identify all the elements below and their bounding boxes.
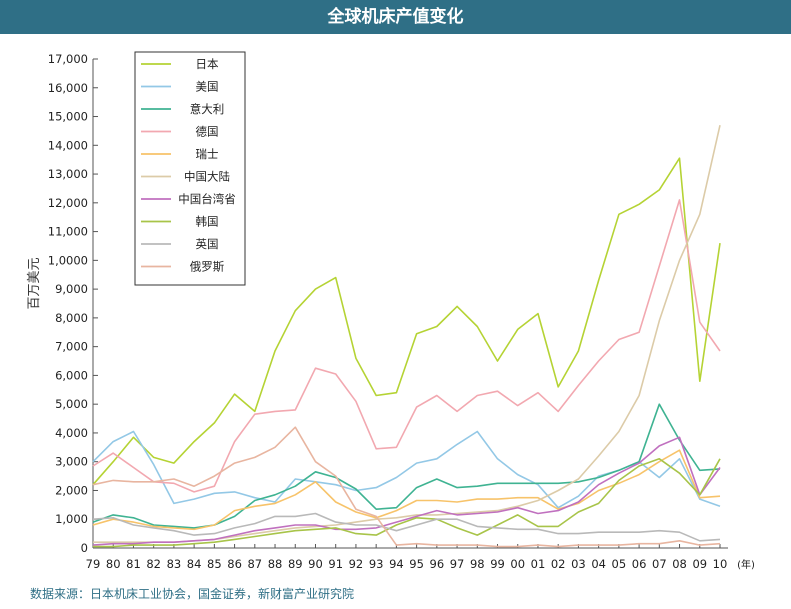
y-tick-label: 2,000: [55, 483, 88, 497]
series-line-8: [92, 512, 721, 542]
x-tick-label: 82: [146, 557, 161, 571]
y-axis-label: 百万美元: [27, 257, 42, 309]
x-tick-label: 05: [612, 557, 627, 571]
y-tick-label: 1,0000: [48, 253, 88, 267]
series-line-0: [92, 157, 721, 486]
y-tick-label: 3,000: [55, 455, 88, 469]
y-tick-label: 5,000: [55, 397, 88, 411]
x-tick-label: 81: [126, 557, 141, 571]
y-tick-label: 6,000: [55, 368, 88, 382]
x-tick-label: 83: [167, 557, 182, 571]
x-axis-label: (年): [737, 558, 755, 571]
x-tick-label: 85: [207, 557, 222, 571]
series-line-3: [92, 199, 721, 493]
x-tick-label: 89: [288, 557, 303, 571]
y-tick-label: 9,000: [55, 282, 88, 296]
legend-label: 韩国: [196, 215, 219, 229]
line-chart: 0 1,000 2,000 3,000 4,000 5,000 6,000 7,000 8,00…: [27, 51, 755, 571]
y-tick-label: 15,000: [48, 110, 88, 124]
y-tick-label: 8,000: [55, 311, 88, 325]
x-tick-label: 99: [490, 557, 505, 571]
chart-axes: 0 1,000 2,000 3,000 4,000 5,000 6,000 7,000 8,00…: [48, 52, 755, 571]
x-tick-label: 88: [268, 557, 283, 571]
series-line-2: [92, 403, 721, 529]
chart-title: 全球机床产值变化: [0, 0, 791, 34]
legend-label: 瑞士: [196, 147, 219, 161]
y-tick-label: 7,000: [55, 340, 88, 354]
x-tick-label: 92: [349, 557, 364, 571]
x-tick-label: 09: [692, 557, 707, 571]
y-tick-label: 14,000: [48, 138, 88, 152]
series-line-7: [93, 457, 721, 548]
series-line-6: [92, 436, 721, 546]
legend-label: 意大利: [190, 102, 225, 116]
legend-label: 日本: [196, 57, 219, 71]
y-tick-label: 13,000: [48, 167, 88, 181]
legend-label: 中国台湾省: [178, 192, 236, 206]
series-line-9: [92, 426, 721, 548]
x-tick-label: 91: [328, 557, 343, 571]
x-tick-label: 97: [450, 557, 465, 571]
y-tick-label: 12,000: [48, 196, 88, 210]
x-tick-label: 87: [247, 557, 262, 571]
x-tick-label: 95: [409, 557, 424, 571]
x-tick-label: 90: [308, 557, 323, 571]
x-tick-label: 07: [652, 557, 667, 571]
y-tick-label: 16,000: [48, 81, 88, 95]
x-tick-label: 04: [591, 557, 606, 571]
legend-label: 俄罗斯: [190, 260, 225, 274]
x-tick-label: 80: [106, 557, 121, 571]
y-tick-label: 1,000: [55, 512, 88, 526]
x-tick-label: 01: [531, 557, 546, 571]
x-tick-label: 98: [470, 557, 485, 571]
x-tick-label: 03: [571, 557, 586, 571]
legend-label: 美国: [196, 80, 219, 94]
x-tick-label: 96: [430, 557, 445, 571]
series-lines: [92, 125, 721, 548]
x-tick-label: 00: [510, 557, 525, 571]
y-tick-label: 0: [81, 541, 88, 555]
legend-box: [134, 51, 246, 286]
x-tick-label: 84: [187, 557, 202, 571]
legend-label: 德国: [196, 125, 219, 139]
x-tick-label: 06: [632, 557, 647, 571]
x-tick-label: 93: [369, 557, 384, 571]
x-tick-label: 10: [713, 557, 728, 571]
y-tick-label: 4,000: [55, 426, 88, 440]
x-tick-label: 86: [227, 557, 242, 571]
y-tick-label: 17,000: [48, 52, 88, 66]
legend-label: 中国大陆: [184, 170, 230, 184]
data-source-note: 数据来源：日本机床工业协会，国金证券，新财富产业研究院: [30, 587, 355, 601]
x-tick-label: 94: [389, 557, 404, 571]
x-tick-label: 08: [672, 557, 687, 571]
x-tick-label: 02: [551, 557, 566, 571]
x-tick-label: 79: [86, 557, 101, 571]
y-tick-label: 11,000: [48, 225, 88, 239]
legend-label: 英国: [196, 237, 219, 251]
